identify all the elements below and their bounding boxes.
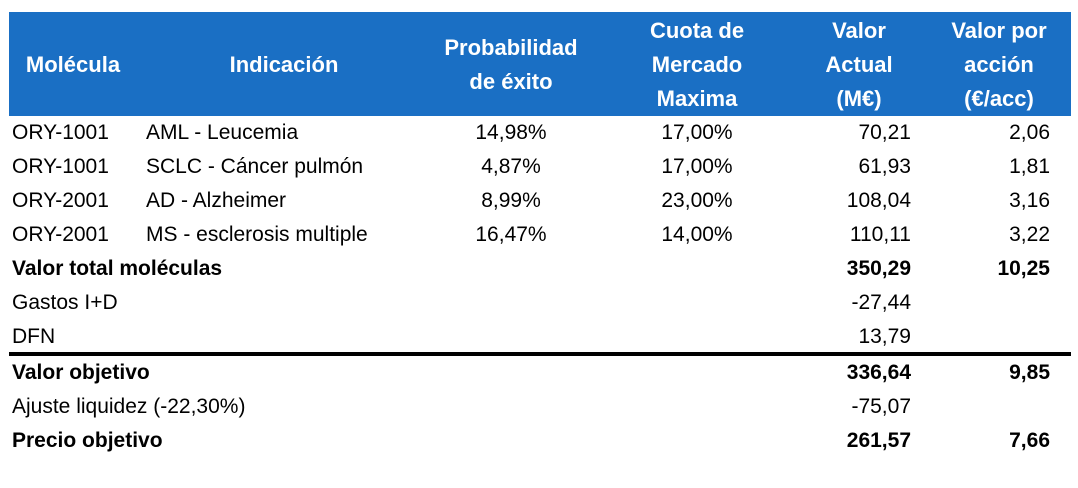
header-valor-line2: Actual [825,52,893,77]
gastos-row: Gastos I+D -27,44 [9,286,1071,320]
valor-objetivo-valor-accion: 9,85 [1009,361,1050,384]
header-valor-line3: (M€) [836,86,882,111]
table-row: ORY-1001 AML - Leucemia 14,98% 17,00% 70… [9,116,1071,150]
table-row: ORY-1001 SCLC - Cáncer pulmón 4,87% 17,0… [9,150,1071,184]
cell-valor-accion: 1,81 [1009,155,1050,178]
gastos-valor: -27,44 [851,291,911,314]
cell-valor: 108,04 [846,189,911,212]
cell-molecula: ORY-2001 [12,189,109,212]
header-indicacion: Indicación [229,52,339,77]
cell-indicacion: SCLC - Cáncer pulmón [146,155,364,178]
header-probabilidad-line2: de éxito [469,69,553,94]
header-vpa-line1: Valor por [951,18,1047,43]
cell-valor-accion: 3,16 [1009,189,1050,212]
table-header: Molécula Indicación Probabilidad de éxit… [9,12,1071,116]
ajuste-valor: -75,07 [851,395,911,418]
cell-probabilidad: 16,47% [475,223,547,246]
cell-valor-accion: 2,06 [1009,121,1050,144]
cell-probabilidad: 8,99% [481,189,541,212]
section-divider [9,352,1071,356]
cell-valor: 70,21 [858,121,911,144]
cell-molecula: ORY-1001 [12,121,109,144]
dfn-label: DFN [12,325,56,348]
table-row: ORY-2001 AD - Alzheimer 8,99% 23,00% 108… [9,184,1071,218]
cell-cuota: 23,00% [661,189,733,212]
precio-objetivo-valor: 261,57 [846,429,911,452]
cell-molecula: ORY-1001 [12,155,109,178]
valor-objetivo-label: Valor objetivo [12,361,150,384]
cell-cuota: 14,00% [661,223,733,246]
precio-objetivo-label: Precio objetivo [12,429,163,452]
cell-probabilidad: 14,98% [475,121,547,144]
dfn-row: DFN 13,79 [9,320,1071,356]
header-cuota-line2: Mercado [651,52,743,77]
header-probabilidad-line1: Probabilidad [444,35,578,60]
total-molecules-valor: 350,29 [846,257,911,280]
header-valor-line1: Valor [832,18,886,43]
ajuste-label: Ajuste liquidez (-22,30%) [12,395,246,418]
cell-valor-accion: 3,22 [1009,223,1050,246]
valuation-table: Molécula Indicación Probabilidad de éxit… [9,12,1071,458]
precio-objetivo-valor-accion: 7,66 [1009,429,1050,452]
cell-molecula: ORY-2001 [12,223,109,246]
gastos-label: Gastos I+D [12,291,118,314]
header-vpa-line2: acción [964,52,1034,77]
header-cuota-line1: Cuota de [649,18,745,43]
precio-objetivo-row: Precio objetivo 261,57 7,66 [9,424,1071,458]
valor-objetivo-row: Valor objetivo 336,64 9,85 [9,356,1071,390]
dfn-valor: 13,79 [858,325,911,348]
total-molecules-valor-accion: 10,25 [997,257,1050,280]
cell-indicacion: AML - Leucemia [146,121,299,144]
cell-cuota: 17,00% [661,155,733,178]
cell-cuota: 17,00% [661,121,733,144]
valor-objetivo-valor: 336,64 [846,361,911,384]
cell-probabilidad: 4,87% [481,155,541,178]
cell-indicacion: MS - esclerosis multiple [146,223,368,246]
cell-valor: 61,93 [858,155,911,178]
header-vpa-line3: (€/acc) [964,86,1034,111]
cell-indicacion: AD - Alzheimer [146,189,287,212]
table-row: ORY-2001 MS - esclerosis multiple 16,47%… [9,218,1071,252]
total-molecules-row: Valor total moléculas 350,29 10,25 [9,252,1071,286]
total-molecules-label: Valor total moléculas [12,257,223,280]
header-molecula: Molécula [25,52,121,77]
cell-valor: 110,11 [849,223,911,246]
ajuste-row: Ajuste liquidez (-22,30%) -75,07 [9,390,1071,424]
header-cuota-line3: Maxima [656,86,738,111]
